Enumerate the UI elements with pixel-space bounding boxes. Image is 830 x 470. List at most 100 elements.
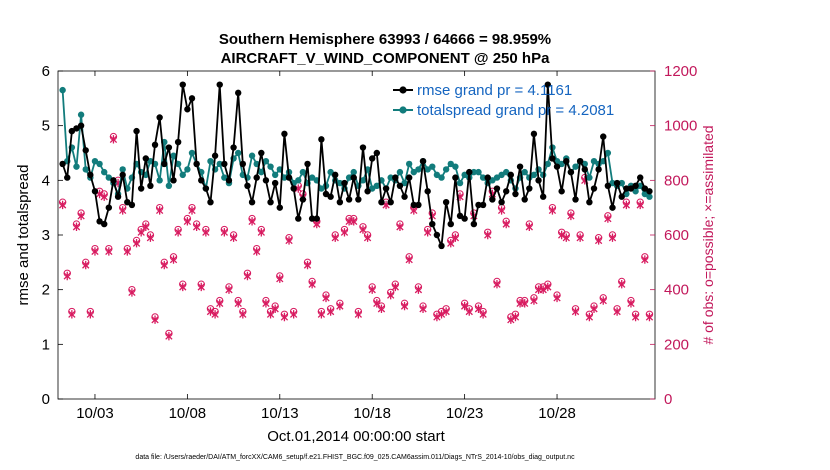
rmse-point: [493, 185, 501, 192]
totalspread-point: [147, 158, 154, 165]
obs-assimilated-point: [308, 280, 316, 289]
rmse-point: [623, 185, 630, 192]
rmse-point: [595, 166, 602, 173]
obs-assimilated-point: [289, 310, 298, 319]
rmse-point: [516, 163, 524, 170]
obs-assimilated-point: [262, 299, 270, 308]
totalspread-point: [359, 177, 367, 184]
y-left-tick-label: 3: [42, 227, 50, 244]
obs-assimilated-point: [257, 228, 265, 237]
rmse-point: [281, 130, 288, 138]
totalspread-point: [604, 149, 612, 157]
obs-assimilated-point: [151, 315, 159, 324]
obs-assimilated-point: [188, 206, 196, 215]
totalspread-point: [433, 171, 441, 179]
rmse-point: [133, 127, 140, 135]
rmse-point: [216, 81, 223, 88]
rmse-point: [207, 199, 214, 206]
obs-assimilated-point: [368, 285, 376, 294]
totalspread-point: [369, 185, 376, 192]
obs-assimilated-point: [599, 296, 607, 305]
rmse-point: [442, 199, 450, 206]
totalspread-point: [345, 174, 353, 181]
rmse-point: [124, 199, 131, 206]
rmse-point: [170, 177, 177, 184]
totalspread-point: [530, 171, 538, 179]
obs-assimilated-point: [192, 222, 201, 231]
totalspread-point: [618, 179, 625, 187]
totalspread-point: [170, 152, 177, 159]
rmse-point: [558, 188, 565, 195]
obs-assimilated-point: [507, 315, 515, 324]
obs-assimilated-point: [248, 217, 256, 226]
legend: rmse grand pr = 4.1161 totalspread grand…: [393, 82, 614, 119]
rmse-line: [61, 83, 650, 247]
rmse-point: [590, 185, 598, 192]
rmse-point: [77, 122, 85, 129]
rmse-point: [230, 144, 237, 151]
obs-assimilated-point: [146, 233, 155, 242]
totalspread-point: [572, 163, 579, 170]
obs-assimilated-point: [576, 233, 584, 242]
rmse-point: [276, 204, 283, 211]
rmse-point: [114, 193, 122, 200]
totalspread-point: [475, 168, 482, 176]
rmse-point: [512, 190, 519, 198]
obs-assimilated-point: [336, 301, 344, 311]
rmse-point: [87, 171, 94, 179]
rmse-point: [96, 218, 103, 225]
obs-assimilated-point: [211, 310, 219, 319]
lines-layer: [59, 81, 653, 250]
rmse-point: [110, 177, 117, 184]
rmse-point: [105, 204, 113, 211]
obs-assimilated-point: [377, 304, 386, 313]
rmse-point: [161, 160, 168, 168]
rmse-point: [613, 179, 621, 187]
y-left-tick-label: 2: [42, 282, 50, 299]
rmse-point: [572, 196, 579, 203]
rmse-point: [91, 188, 99, 195]
rmse-point: [581, 166, 588, 173]
totalspread-point: [498, 171, 505, 179]
totalspread-point: [267, 163, 274, 170]
rmse-point: [235, 89, 242, 97]
totalspread-point: [165, 182, 173, 189]
obs-assimilated-point: [142, 222, 150, 231]
data-file-footnote: data file: /Users/raeder/DAI/ATM_forcXX/…: [135, 454, 575, 461]
totalspread-point: [101, 168, 108, 176]
rmse-point: [526, 185, 533, 192]
rmse-point: [549, 155, 556, 162]
totalspread-point: [105, 174, 113, 181]
obs-assimilated-point: [645, 312, 654, 322]
rmse-point: [225, 177, 233, 184]
obs-assimilated-point: [414, 285, 423, 294]
rmse-point: [345, 196, 353, 203]
totalspread-point: [479, 174, 487, 181]
legend-label-rmse: rmse grand pr = 4.1161: [417, 82, 572, 99]
obs-assimilated-point: [525, 222, 533, 231]
totalspread-point: [456, 179, 464, 187]
totalspread-point: [188, 149, 196, 157]
obs-assimilated-point: [539, 285, 547, 294]
totalspread-point: [415, 166, 422, 173]
obs-assimilated-point: [354, 310, 363, 319]
rmse-point: [503, 188, 510, 195]
obs-assimilated-point: [594, 236, 603, 245]
totalspread-point: [295, 177, 302, 184]
totalspread-point: [216, 160, 223, 168]
rmse-point: [295, 215, 302, 222]
rmse-point: [193, 160, 200, 168]
obs-assimilated-point: [317, 310, 326, 319]
rmse-point: [401, 193, 408, 200]
obs-assimilated-point: [502, 219, 510, 229]
obs-assimilated-point: [280, 312, 289, 322]
x-tick-label: 10/03: [76, 405, 114, 422]
totalspread-point: [424, 166, 431, 173]
rmse-point: [535, 177, 542, 184]
y-right-tick-label: 1000: [664, 118, 697, 135]
rmse-point: [470, 220, 478, 228]
x-tick-label: 10/23: [446, 405, 484, 422]
rmse-point: [188, 95, 196, 102]
y-right-tick-label: 0: [664, 391, 672, 408]
